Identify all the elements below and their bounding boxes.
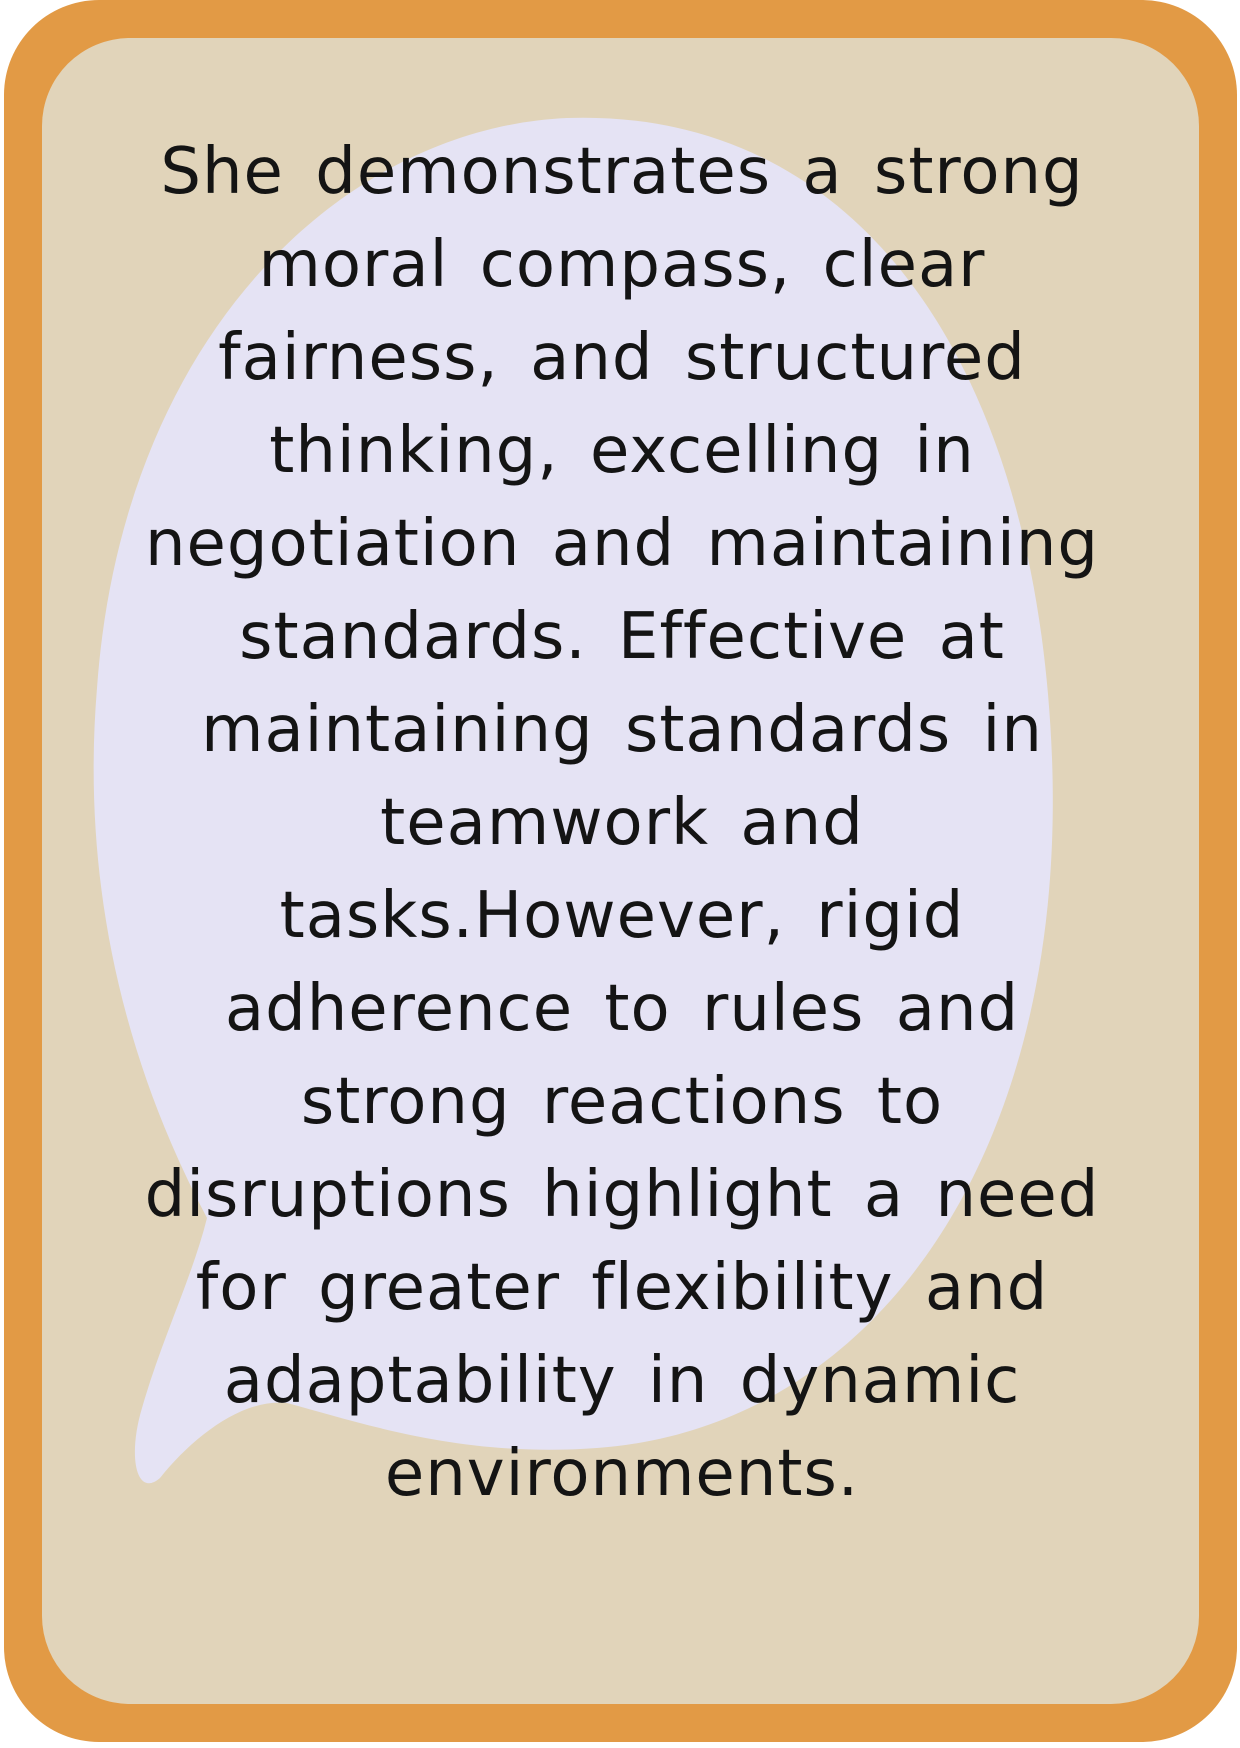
card-description: She demonstrates a strong moral compass,… (144, 135, 1100, 1511)
speech-bubble-shape (93, 117, 1053, 1484)
card-background: She demonstrates a strong moral compass,… (42, 38, 1199, 1704)
speech-bubble-path (93, 117, 1053, 1484)
card-border: She demonstrates a strong moral compass,… (4, 0, 1237, 1742)
